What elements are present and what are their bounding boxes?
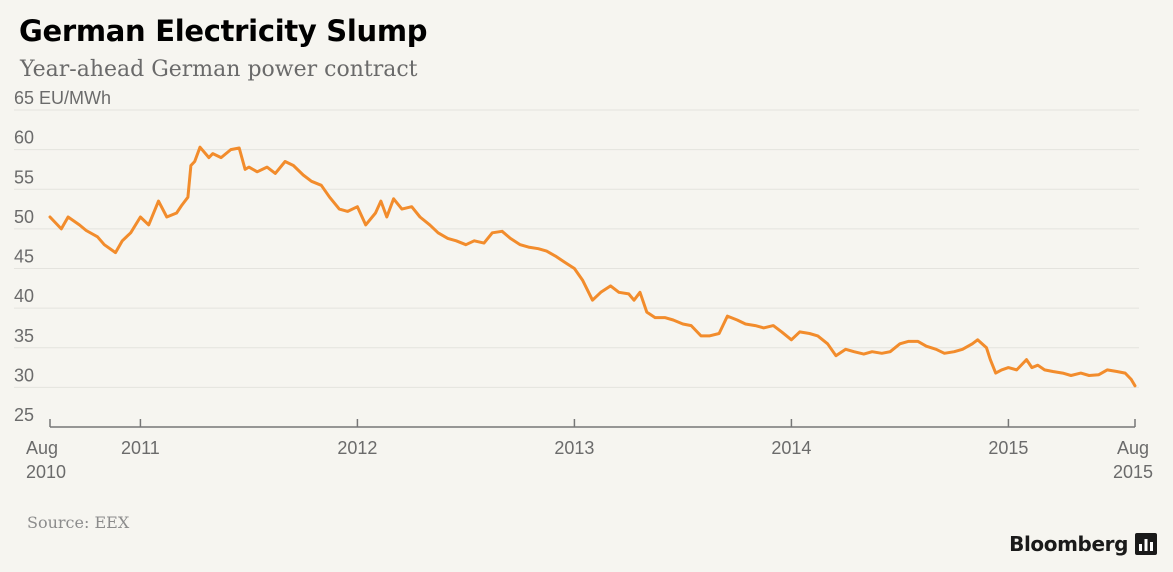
y-tick-label-30: 30 — [14, 365, 34, 385]
y-tick-label-25: 25 — [14, 405, 34, 425]
series-line-0 — [48, 145, 1137, 388]
x-tick-label-2: 2012 — [337, 438, 377, 458]
bloomberg-chart-icon — [1135, 533, 1157, 555]
page-subtitle: Year-ahead German power contract — [20, 57, 418, 82]
y-tick-label-35: 35 — [14, 326, 34, 346]
series-layer — [48, 145, 1137, 388]
brand-name: Bloomberg — [1009, 532, 1128, 556]
brand-logo: Bloomberg — [1009, 532, 1157, 556]
y-tick-label-50: 50 — [14, 207, 34, 227]
x-tick-label-3: 2013 — [554, 438, 594, 458]
x-tick-label-4: 2014 — [771, 438, 811, 458]
source-note: Source: EEX — [27, 513, 130, 532]
y-tick-label-60: 60 — [14, 128, 34, 148]
x-tick-label-1: 2011 — [121, 438, 160, 458]
y-tick-label-65: 65 EU/MWh — [14, 88, 111, 108]
grid-lines — [14, 109, 1139, 388]
y-tick-label-55: 55 — [14, 167, 34, 187]
x-tick-label-6: Aug — [1117, 438, 1149, 458]
x-axis-ticks: Aug 2010 2011 2012 2013 2014 2015 Aug 2015 — [26, 419, 1153, 482]
y-tick-label-45: 45 — [14, 247, 34, 267]
page-title: German Electricity Slump — [19, 14, 428, 48]
y-axis-ticks: 25 30 35 40 45 50 55 60 65 EU/MWh — [14, 88, 111, 425]
y-tick-label-40: 40 — [14, 286, 34, 306]
x-tick-label-6-year: 2015 — [1113, 462, 1153, 482]
x-tick-label-0: Aug — [26, 438, 58, 458]
x-tick-label-0-year: 2010 — [26, 462, 66, 482]
x-tick-label-5: 2015 — [988, 438, 1028, 458]
